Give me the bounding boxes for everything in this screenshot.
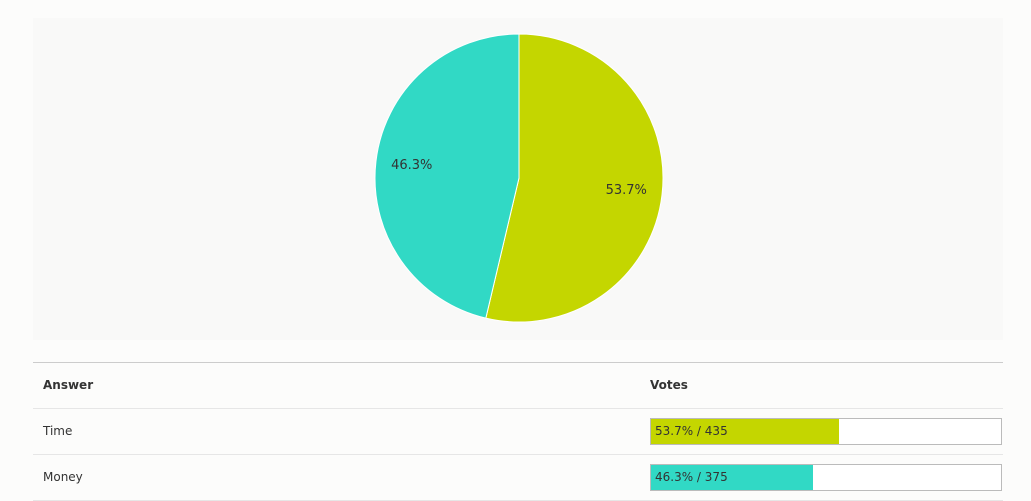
vote-bar-track: 46.3% / 375 — [650, 464, 1002, 491]
vote-bar-track: 53.7% / 435 — [650, 418, 1002, 445]
vote-label: 46.3% / 375 — [655, 470, 728, 484]
chart-panel: 53.7% 46.3% — [33, 18, 1003, 340]
answer-label: Time — [43, 424, 73, 438]
pie-slice — [485, 33, 664, 323]
results-table: Answer Votes Time 53.7% / 435 Money 46.3% /… — [33, 362, 1003, 501]
pie-slice — [374, 33, 520, 319]
header-answer: Answer — [43, 378, 94, 392]
table-row: Time 53.7% / 435 — [33, 409, 1003, 455]
slice-label: 46.3% — [391, 158, 432, 173]
header-votes: Votes — [650, 378, 688, 392]
slice-label: 53.7% — [606, 183, 647, 198]
pie-chart: 53.7% 46.3% — [374, 33, 664, 323]
answer-label: Money — [43, 470, 83, 484]
vote-label: 53.7% / 435 — [655, 424, 728, 438]
table-header: Answer Votes — [33, 363, 1003, 409]
vote-bar — [651, 465, 814, 490]
vote-bar — [651, 419, 839, 444]
table-row: Money 46.3% / 375 — [33, 455, 1003, 501]
